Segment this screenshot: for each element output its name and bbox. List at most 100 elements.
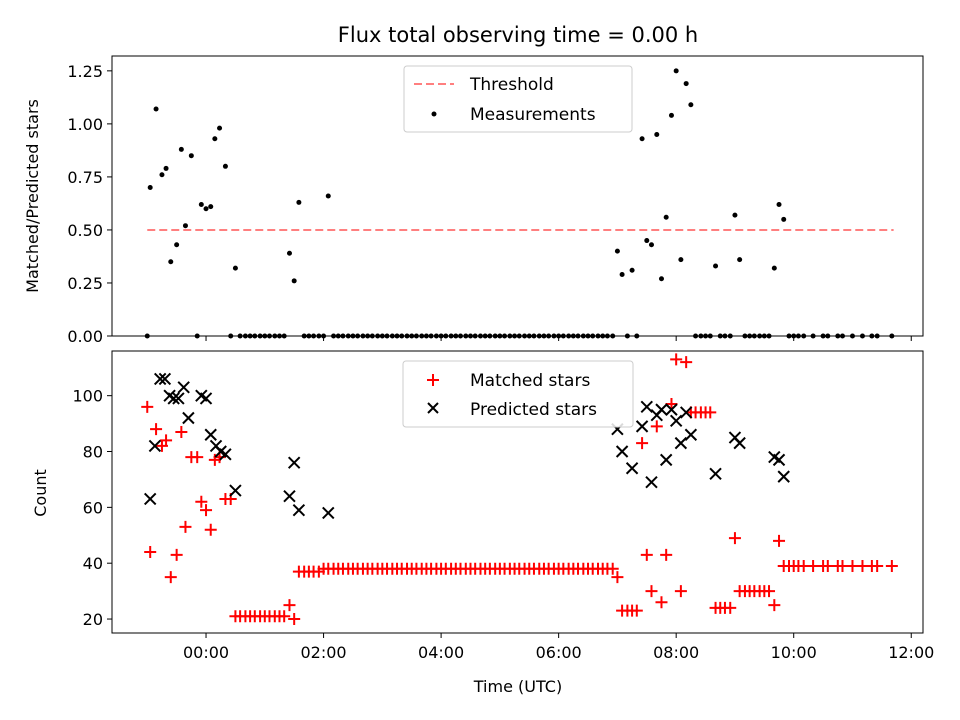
matched-star-point xyxy=(195,495,208,508)
measurement-point xyxy=(673,68,679,74)
predicted-star-point xyxy=(283,489,296,503)
x-tick-label: 08:00 xyxy=(653,643,699,662)
matched-star-point xyxy=(191,451,204,464)
matched-star-point xyxy=(674,585,687,598)
measurement-point xyxy=(212,136,218,142)
measurement-point xyxy=(188,153,194,159)
chart-title: Flux total observing time = 0.00 h xyxy=(338,23,698,47)
count-subplot: Count Time (UTC) 20 40 60 80 100 00:00 02:00 04… xyxy=(31,350,934,696)
matched-star-point xyxy=(885,559,898,572)
matched-star-point xyxy=(660,548,673,561)
x-tick-label: 12:00 xyxy=(888,643,934,662)
matched-star-point xyxy=(200,504,213,517)
measurement-point xyxy=(217,125,223,131)
matched-star-point xyxy=(606,562,619,575)
matched-star-point xyxy=(655,596,668,609)
count-y-tick-label: 20 xyxy=(83,610,103,629)
measurement-point xyxy=(658,276,664,282)
measurement-point xyxy=(203,206,209,212)
predicted-star-point xyxy=(665,403,678,416)
ratio-plot-frame xyxy=(111,55,924,337)
predicted-star-point xyxy=(674,436,688,450)
predicted-star-point xyxy=(659,453,673,467)
matched-star-point xyxy=(640,548,653,561)
predicted-star-point xyxy=(229,484,242,497)
measurement-point xyxy=(771,265,777,271)
count-legend-box xyxy=(402,360,634,428)
x-tick-label: 10:00 xyxy=(771,643,817,662)
matched-star-point xyxy=(768,599,781,612)
legend-matched-swatch xyxy=(427,374,439,386)
ratio-subplot: Flux total observing time = 0.00 h Match… xyxy=(23,23,924,346)
measurement-point xyxy=(639,136,645,142)
matched-star-point xyxy=(665,398,678,411)
matched-star-point xyxy=(773,534,786,547)
measurement-point xyxy=(629,267,635,273)
measurement-point xyxy=(198,201,204,207)
count-y-tick-label: 100 xyxy=(72,387,103,406)
matched-star-point xyxy=(160,434,173,447)
predicted-star-point xyxy=(655,403,668,416)
measurement-point xyxy=(222,163,228,169)
measurement-point xyxy=(713,263,719,269)
predicted-star-point xyxy=(733,436,746,450)
measurement-point xyxy=(182,223,188,229)
measurement-point xyxy=(153,106,159,112)
ratio-axis-ticks: 0.00 0.25 0.50 0.75 1.00 1.25 xyxy=(67,62,912,346)
predicted-star-point xyxy=(772,453,786,467)
measurement-point xyxy=(737,257,743,263)
matched-star-point xyxy=(283,599,296,612)
y-axis-label-ratio: Matched/Predicted stars xyxy=(23,99,42,293)
predicted-star-point xyxy=(177,381,190,394)
matched-star-point xyxy=(144,546,157,559)
predicted-star-point xyxy=(669,414,683,428)
predicted-star-point xyxy=(709,467,722,481)
ratio-y-tick-label: 0.75 xyxy=(67,168,103,187)
measurement-point xyxy=(619,271,625,277)
predicted-star-point xyxy=(777,470,790,483)
measurement-point xyxy=(732,212,738,218)
measurement-point xyxy=(648,242,654,248)
legend-threshold-label: Threshold xyxy=(469,75,554,95)
measurement-point xyxy=(168,259,174,265)
measurement-point xyxy=(663,214,669,220)
matched-star-point xyxy=(150,423,163,436)
measurement-point xyxy=(296,199,302,205)
matched-star-point xyxy=(611,571,624,584)
predicted-star-point xyxy=(199,392,213,405)
matched-star-point xyxy=(670,353,683,366)
legend-predicted-label: Predicted stars xyxy=(470,400,597,420)
ratio-y-tick-label: 0.50 xyxy=(67,221,103,240)
matched-star-point xyxy=(871,559,884,572)
matched-star-point xyxy=(170,548,183,561)
predicted-star-point xyxy=(679,406,693,419)
predicted-star-point xyxy=(640,400,653,414)
measurement-point xyxy=(208,204,214,210)
measurement-point xyxy=(232,265,238,271)
predicted-star-point xyxy=(287,456,301,469)
measurement-point xyxy=(325,193,331,199)
x-axis-label: Time (UTC) xyxy=(473,677,562,696)
matched-star-point xyxy=(645,585,658,598)
matched-star-point xyxy=(636,437,649,450)
matched-star-point xyxy=(728,532,741,545)
measurement-point xyxy=(614,248,620,254)
matched-star-point xyxy=(763,585,776,598)
measurement-point xyxy=(174,242,180,248)
legend-measurements-swatch xyxy=(431,111,437,117)
matched-star-point xyxy=(278,610,291,623)
predicted-star-point xyxy=(684,428,698,441)
matched-star-point xyxy=(704,406,717,419)
ratio-y-tick-label: 0.25 xyxy=(67,274,103,293)
predicted-star-point xyxy=(635,420,649,433)
predicted-star-point xyxy=(143,492,157,506)
measurement-point xyxy=(291,278,297,284)
predicted-star-point xyxy=(615,445,629,458)
legend-predicted-swatch xyxy=(427,402,439,414)
count-plot-frame xyxy=(111,350,924,634)
predicted-star-point xyxy=(204,428,217,441)
measurement-point xyxy=(781,216,787,222)
measurement-point xyxy=(286,250,292,256)
legend-matched-label: Matched stars xyxy=(470,371,590,391)
